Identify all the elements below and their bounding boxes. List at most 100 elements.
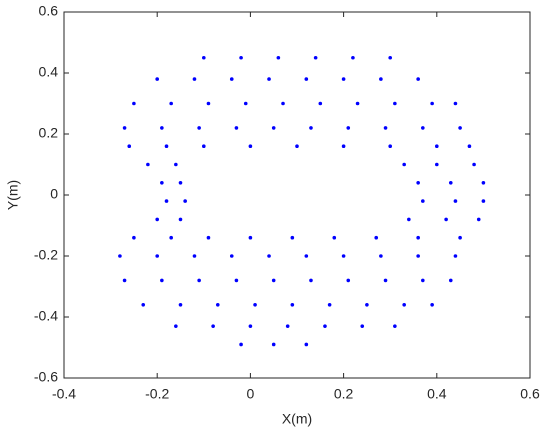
x-tick-label: 0.4	[427, 386, 447, 402]
scatter-point	[132, 235, 136, 240]
scatter-point	[453, 101, 458, 106]
y-tick-label: 0.4	[39, 64, 59, 80]
scatter-point	[341, 254, 346, 258]
scatter-point	[458, 235, 462, 240]
scatter-point	[332, 235, 337, 240]
scatter-point	[243, 101, 248, 106]
scatter-point	[421, 126, 425, 130]
scatter-point	[360, 324, 365, 328]
scatter-point	[393, 101, 397, 106]
scatter-point	[444, 217, 448, 222]
scatter-point	[407, 217, 411, 222]
scatter-point	[304, 342, 309, 347]
scatter-point	[174, 324, 178, 328]
x-tick-label: 0.6	[520, 386, 540, 402]
scatter-point	[313, 55, 318, 60]
scatter-point	[122, 278, 127, 283]
scatter-point	[388, 144, 393, 148]
scatter-point	[239, 55, 243, 60]
scatter-point	[146, 162, 150, 167]
scatter-point	[453, 199, 458, 203]
scatter-point	[132, 101, 136, 106]
scatter-point	[309, 278, 313, 283]
scatter-point	[290, 235, 295, 240]
scatter-point	[416, 181, 420, 185]
scatter-point	[295, 144, 299, 148]
scatter-point	[211, 324, 215, 328]
scatter-point	[160, 126, 164, 130]
scatter-point	[202, 144, 206, 148]
scatter-point	[481, 199, 486, 203]
scatter-point	[435, 144, 439, 148]
scatter-point	[416, 254, 420, 258]
scatter-point	[215, 303, 220, 307]
scatter-point	[355, 101, 360, 106]
x-tick-label: 0	[247, 386, 255, 402]
scatter-point	[309, 126, 313, 130]
x-axis-label: X(m)	[282, 411, 312, 427]
scatter-point	[234, 278, 239, 283]
scatter-point	[206, 101, 211, 106]
scatter-point	[160, 278, 164, 283]
scatter-point	[393, 324, 397, 328]
scatter-point	[164, 199, 169, 203]
scatter-point	[402, 162, 406, 167]
x-tick-label: -0.4	[52, 386, 76, 402]
scatter-point	[202, 55, 206, 60]
y-tick-label: 0	[50, 186, 58, 202]
scatter-point	[155, 254, 159, 258]
y-axis-label: Y(m)	[5, 180, 21, 210]
scatter-point	[341, 77, 346, 81]
scatter-point	[155, 77, 159, 81]
scatter-point	[271, 278, 276, 283]
scatter-point	[430, 303, 434, 307]
x-tick-label: -0.2	[145, 386, 169, 402]
scatter-point	[421, 278, 425, 283]
scatter-point	[267, 254, 271, 258]
x-tick-label: 0.2	[334, 386, 354, 402]
scatter-point	[155, 217, 159, 222]
scatter-point	[379, 77, 383, 81]
scatter-point	[383, 278, 388, 283]
scatter-point	[365, 303, 369, 307]
scatter-point	[127, 144, 132, 148]
scatter-point	[174, 162, 178, 167]
scatter-point	[169, 101, 173, 106]
scatter-point	[248, 324, 253, 328]
scatter-point	[281, 101, 285, 106]
scatter-point	[472, 162, 476, 167]
y-tick-label: 0.6	[39, 3, 59, 19]
scatter-point	[351, 55, 355, 60]
y-tick-label: 0.2	[39, 125, 59, 141]
scatter-point	[253, 303, 257, 307]
scatter-point	[160, 181, 164, 185]
scatter-point	[229, 254, 234, 258]
scatter-point	[122, 126, 127, 130]
scatter-point	[346, 126, 351, 130]
scatter-point	[346, 278, 351, 283]
scatter-point	[178, 181, 183, 185]
scatter-point	[481, 181, 486, 185]
scatter-point	[374, 235, 379, 240]
scatter-point	[379, 254, 383, 258]
scatter-point	[197, 126, 201, 130]
scatter-point	[416, 77, 420, 81]
scatter-point	[402, 303, 406, 307]
scatter-point	[234, 126, 239, 130]
scatter-point	[435, 162, 439, 167]
scatter-point	[318, 101, 323, 106]
scatter-point	[169, 235, 173, 240]
scatter-point	[271, 126, 276, 130]
y-tick-label: -0.6	[34, 369, 58, 385]
scatter-point	[458, 126, 462, 130]
scatter-point	[304, 254, 309, 258]
scatter-point	[248, 144, 253, 148]
scatter-point	[453, 254, 458, 258]
scatter-point	[197, 278, 201, 283]
scatter-point	[341, 144, 346, 148]
scatter-point	[206, 235, 211, 240]
scatter-point	[416, 235, 420, 240]
scatter-point	[229, 77, 234, 81]
scatter-point	[271, 342, 276, 347]
scatter-point	[476, 217, 481, 222]
